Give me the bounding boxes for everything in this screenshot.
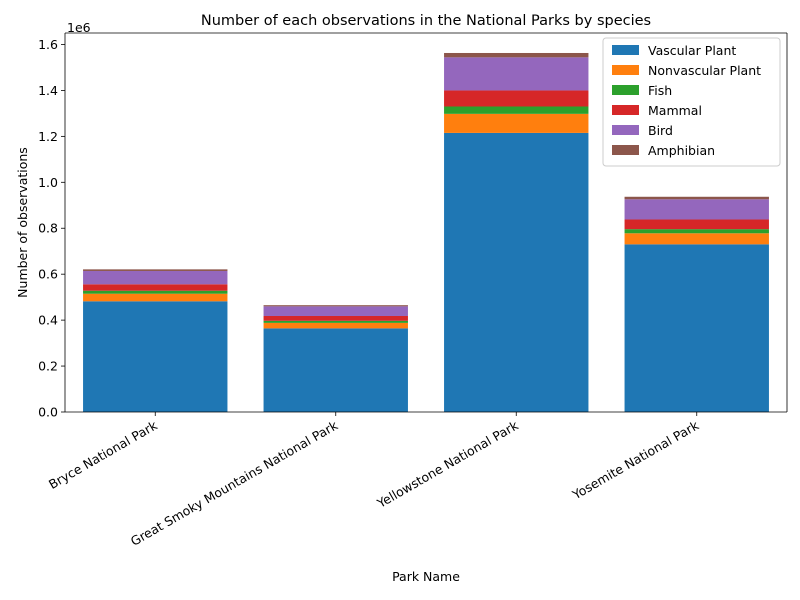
bar-segment bbox=[83, 270, 228, 285]
bar-segment bbox=[83, 301, 228, 412]
y-tick-label: 0.0 bbox=[38, 405, 58, 420]
bar-segment bbox=[263, 320, 408, 323]
bar-segment bbox=[263, 315, 408, 321]
axes bbox=[64, 32, 788, 413]
x-axis-label: Park Name bbox=[392, 569, 460, 584]
legend-label: Bird bbox=[648, 123, 673, 138]
bar-segment bbox=[83, 284, 228, 291]
y-tick-label: 0.4 bbox=[38, 313, 58, 328]
y-tick-label: 0.8 bbox=[38, 221, 58, 236]
legend-label: Vascular Plant bbox=[648, 43, 736, 58]
chart-title: Number of each observations in the Natio… bbox=[201, 13, 651, 29]
y-ticks: 0.0 0.2 0.4 0.6 0.8 1.0 1.2 1.4 1.6 bbox=[38, 37, 65, 420]
bar-segment bbox=[624, 199, 769, 220]
bar-segment bbox=[444, 52, 589, 58]
legend-box bbox=[602, 37, 781, 167]
y-tick-label: 0.2 bbox=[38, 359, 58, 374]
bar-segment bbox=[83, 290, 228, 294]
legend-swatch bbox=[612, 65, 639, 75]
y-tick-label: 1.4 bbox=[38, 83, 58, 98]
bar-segment bbox=[444, 106, 589, 114]
bar-segment bbox=[444, 57, 589, 91]
legend-swatch bbox=[612, 125, 639, 135]
bar-segment bbox=[263, 306, 408, 316]
y-axis-scale-label: 1e6 bbox=[67, 20, 91, 35]
legend-swatch bbox=[612, 105, 639, 115]
x-tick-label: Bryce National Park bbox=[46, 417, 160, 492]
legend-label: Amphibian bbox=[648, 143, 715, 158]
legend-swatch bbox=[612, 85, 639, 95]
bars-layer bbox=[83, 52, 769, 413]
x-tick-label: Yosemite National Park bbox=[569, 417, 702, 502]
bar-segment bbox=[624, 219, 769, 230]
bar-segment bbox=[83, 269, 228, 271]
bar-segment bbox=[624, 196, 769, 200]
legend-label: Mammal bbox=[648, 103, 702, 118]
x-tick-label: Yellowstone National Park bbox=[374, 417, 522, 511]
bar-segment bbox=[83, 293, 228, 302]
bar-segment bbox=[444, 90, 589, 107]
bar-segment bbox=[624, 244, 769, 412]
bar-segment bbox=[624, 233, 769, 245]
bar-segment bbox=[263, 322, 408, 329]
legend-swatch bbox=[612, 145, 639, 155]
legend-label: Nonvascular Plant bbox=[648, 63, 761, 78]
legend: Vascular Plant Nonvascular Plant Fish Mamma… bbox=[602, 37, 781, 167]
y-tick-label: 0.6 bbox=[38, 267, 58, 282]
y-tick-label: 1.0 bbox=[38, 175, 58, 190]
bar-segment bbox=[444, 113, 589, 133]
legend-label: Fish bbox=[648, 83, 672, 98]
bar-segment bbox=[624, 229, 769, 234]
bar-segment bbox=[444, 132, 589, 413]
bar-segment bbox=[263, 305, 408, 307]
y-axis-label: Number of observations bbox=[15, 147, 30, 298]
y-tick-label: 1.6 bbox=[38, 37, 58, 52]
bar-segment bbox=[263, 328, 408, 412]
y-tick-label: 1.2 bbox=[38, 129, 58, 144]
legend-swatch bbox=[612, 45, 639, 55]
x-tick-label: Great Smoky Mountains National Park bbox=[128, 417, 341, 549]
